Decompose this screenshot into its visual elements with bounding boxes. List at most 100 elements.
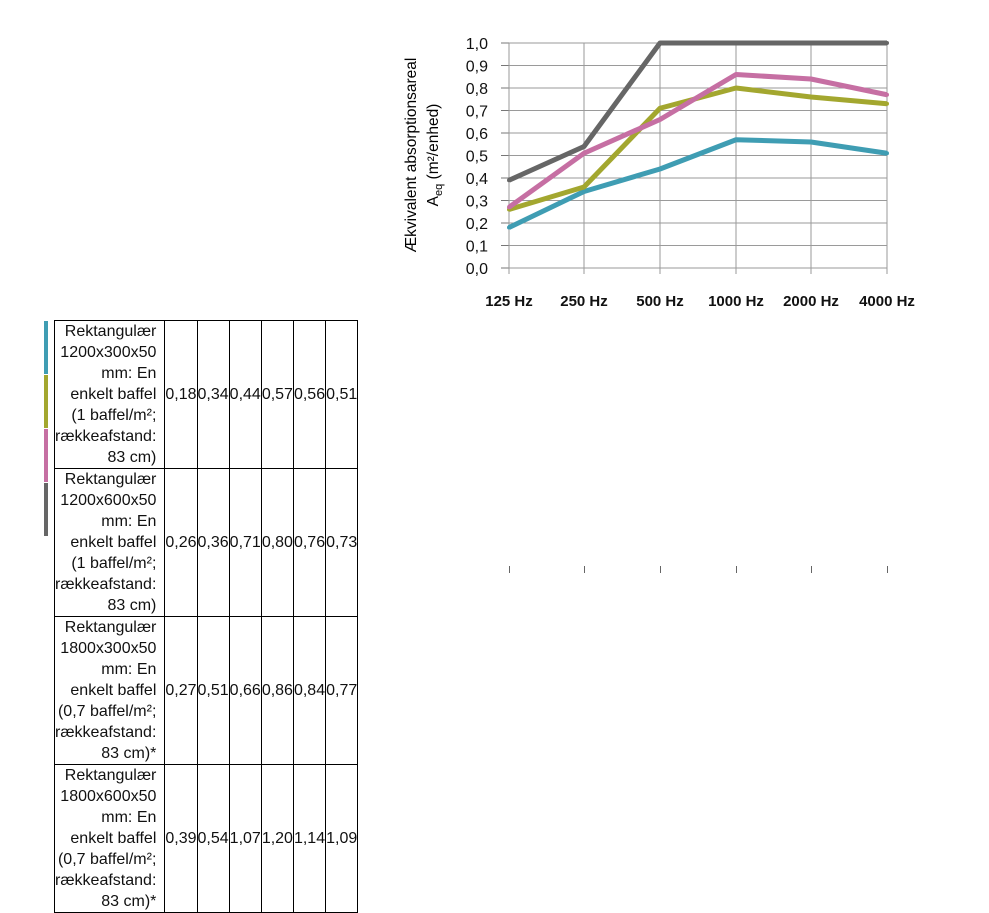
y-tick-labels: 0,0 0,1 0,2 0,3 0,4 0,5 0,6 0,7 0,8 0,9 1,0: [466, 36, 488, 278]
y-tick-label: 0,0: [466, 261, 488, 278]
row-description-line2: (0,7 baffel/m²; rækkeafstand: 83 cm)*: [55, 851, 157, 910]
table-cell-value: 1,09: [325, 764, 359, 913]
x-category-label: 2000 Hz: [783, 293, 839, 310]
table-cell-value: 0,44: [228, 320, 262, 469]
bottom-tick-mark: [584, 566, 585, 573]
x-category-label: 250 Hz: [560, 293, 608, 310]
series-2-point: [809, 95, 813, 99]
series-1-point: [885, 151, 889, 156]
series-4-point: [809, 41, 813, 45]
y-tick-label: 0,5: [466, 149, 488, 166]
y-tick-label: 0,3: [466, 194, 488, 211]
chart: 0,0 0,1 0,2 0,3 0,4 0,5 0,6 0,7 0,8 0,9 1,0 Ækviva…: [403, 36, 889, 278]
x-category-label: 500 Hz: [636, 293, 684, 310]
row-description-line1: Rektangulær 1800x300x50 mm: En enkelt ba…: [60, 619, 157, 699]
row-description: Rektangulær 1200x300x50 mm: En enkelt ba…: [53, 320, 166, 469]
table-cell-value: 0,66: [228, 616, 262, 765]
y-tick-label: 1,0: [466, 36, 488, 53]
series-3-point: [734, 72, 738, 77]
series-3-point: [582, 151, 586, 156]
y-tick-label: 0,1: [466, 239, 488, 256]
y-tick-label: 0,9: [466, 59, 488, 76]
legend-color-bar: [44, 483, 48, 536]
table-cell-value: 0,76: [292, 468, 327, 617]
table-cell-value: 1,20: [260, 764, 294, 913]
y-axis-label-line1: Ækvivalent absorptionsareal: [403, 58, 420, 253]
series-line-2: [508, 85, 888, 212]
data-table: Rektangulær 1200x300x50 mm: En enkelt ba…: [53, 320, 359, 913]
series-line-4: [507, 40, 887, 183]
bottom-tick-mark: [509, 566, 510, 573]
series-4-point: [507, 178, 511, 183]
x-category-label: 1000 Hz: [708, 293, 764, 310]
bottom-tick-mark: [660, 566, 661, 573]
series-2-point: [658, 106, 662, 111]
table-cell-value: 0,73: [325, 468, 359, 617]
chart-series: [507, 40, 889, 230]
series-1-point: [734, 137, 738, 142]
series-line-1: [507, 137, 888, 230]
bottom-tick-mark: [887, 566, 888, 573]
series-1-point: [809, 140, 813, 144]
table-row: Rektangulær 1800x600x50 mm: En enkelt ba…: [53, 764, 359, 913]
series-1-point: [658, 167, 662, 171]
table-cell-value: 0,26: [164, 468, 198, 617]
y-tick-label: 0,8: [466, 81, 488, 98]
bottom-tick-mark: [811, 566, 812, 573]
legend-color-bar: [44, 375, 48, 428]
y-axis-label-subscript: eq: [433, 184, 445, 196]
legend-color-bar: [44, 321, 48, 374]
x-axis-labels: 125 Hz 250 Hz 500 Hz 1000 Hz 2000 Hz 4000 Hz: [0, 293, 989, 313]
series-4-point: [885, 41, 889, 45]
table-cell-value: 0,51: [325, 320, 359, 469]
series-4-point: [582, 144, 586, 149]
series-4-point: [734, 41, 738, 45]
y-axis-label-unit: (m²/enhed): [425, 104, 442, 184]
series-3-point: [507, 205, 511, 210]
table-cell-value: 0,36: [196, 468, 230, 617]
y-axis-label-symbol: A: [425, 195, 442, 206]
x-category-label: 4000 Hz: [859, 293, 915, 310]
table-cell-value: 1,14: [292, 764, 327, 913]
bottom-tick-mark: [736, 566, 737, 573]
row-description-line2: (1 baffel/m²; rækkeafstand: 83 cm): [55, 407, 157, 466]
series-3-point: [885, 92, 889, 97]
row-description: Rektangulær 1800x300x50 mm: En enkelt ba…: [53, 616, 166, 765]
series-2-point: [734, 86, 738, 90]
y-tick-label: 0,7: [466, 104, 488, 121]
table-row: Rektangulær 1800x300x50 mm: En enkelt ba…: [53, 616, 359, 765]
series-2-point: [582, 185, 586, 189]
series-1-point: [507, 225, 511, 230]
table-row: Rektangulær 1200x600x50 mm: En enkelt ba…: [53, 468, 359, 617]
table-cell-value: 0,57: [260, 320, 294, 469]
y-axis-label-line2: Aeq (m²/enhed): [425, 104, 445, 207]
row-description: Rektangulær 1800x600x50 mm: En enkelt ba…: [53, 764, 166, 913]
row-description: Rektangulær 1200x600x50 mm: En enkelt ba…: [53, 468, 166, 617]
table-cell-value: 0,27: [164, 616, 198, 765]
legend-color-bar: [44, 429, 48, 482]
y-tick-label: 0,6: [466, 126, 488, 143]
row-description-line1: Rektangulær 1200x300x50 mm: En enkelt ba…: [60, 323, 157, 403]
row-description-line2: (0,7 baffel/m²; rækkeafstand: 83 cm)*: [55, 703, 157, 762]
table-cell-value: 0,54: [196, 764, 230, 913]
x-category-label: 125 Hz: [485, 293, 533, 310]
table-cell-value: 0,80: [260, 468, 294, 617]
table-cell-value: 1,07: [228, 764, 262, 913]
table-cell-value: 0,34: [196, 320, 230, 469]
table-cell-value: 0,39: [164, 764, 198, 913]
series-2-point: [885, 101, 889, 106]
table-cell-value: 0,56: [292, 320, 327, 469]
row-description-line1: Rektangulær 1800x600x50 mm: En enkelt ba…: [60, 767, 157, 847]
row-description-line1: Rektangulær 1200x600x50 mm: En enkelt ba…: [60, 471, 157, 551]
series-line-3: [507, 72, 888, 210]
table-cell-value: 0,77: [325, 616, 359, 765]
table-cell-value: 0,51: [196, 616, 230, 765]
row-description-line2: (1 baffel/m²; rækkeafstand: 83 cm): [55, 555, 157, 614]
series-3-point: [658, 117, 662, 122]
series-3-point: [809, 77, 813, 81]
table-row: Rektangulær 1200x300x50 mm: En enkelt ba…: [53, 320, 359, 469]
series-4-point: [658, 41, 662, 45]
y-tick-label: 0,4: [466, 171, 488, 188]
table-cell-value: 0,71: [228, 468, 262, 617]
table-cell-value: 0,86: [260, 616, 294, 765]
